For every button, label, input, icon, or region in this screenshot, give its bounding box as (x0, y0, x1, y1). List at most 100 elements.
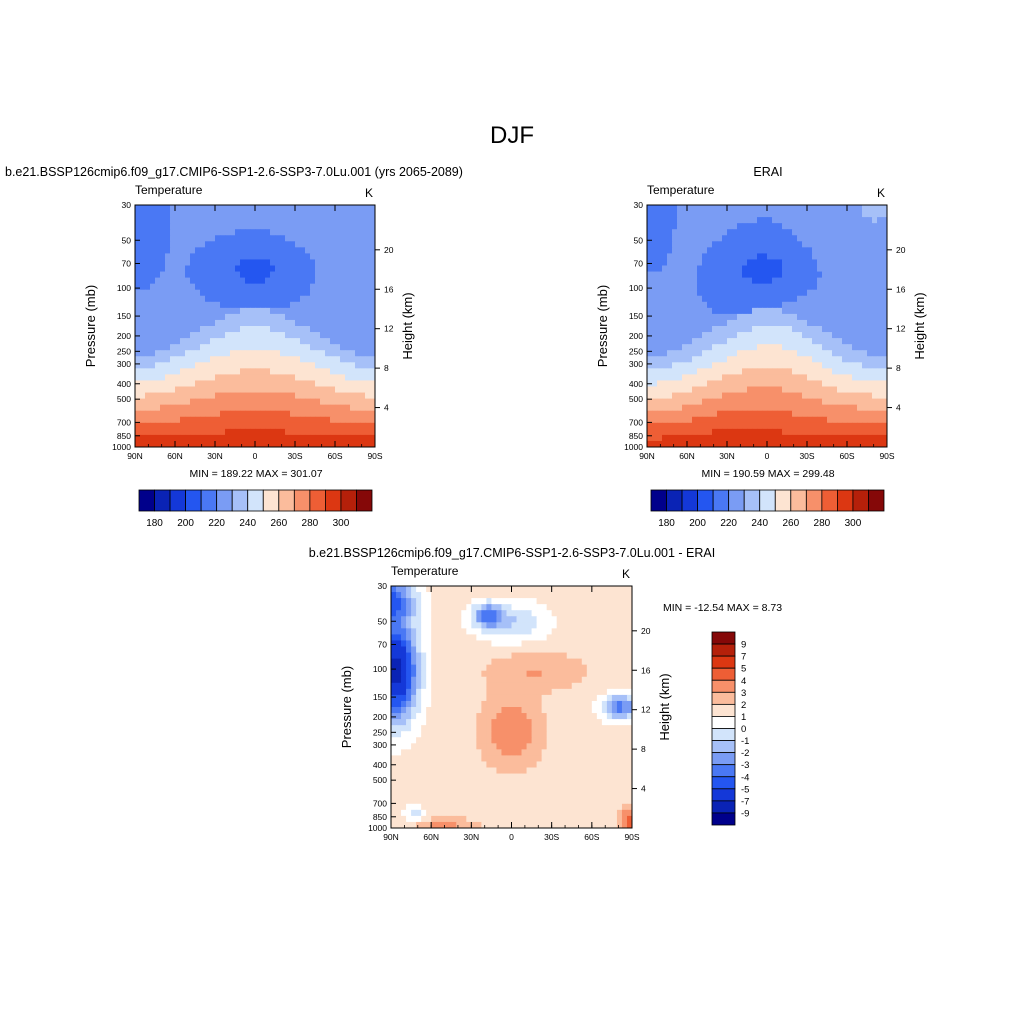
field-cell (345, 235, 351, 242)
field-cell (732, 235, 738, 242)
field-cell (235, 410, 241, 418)
field-cell (662, 356, 668, 363)
field-cell (185, 416, 191, 424)
field-cell (772, 295, 778, 303)
field-cell (150, 289, 156, 297)
field-cell (180, 398, 186, 406)
field-cell (370, 356, 376, 363)
field-cell (556, 652, 563, 659)
field-cell (305, 241, 311, 248)
field-cell (310, 295, 316, 303)
field-cell (436, 592, 442, 599)
field-cell (275, 283, 281, 291)
field-cell (401, 628, 407, 635)
field-cell (185, 319, 191, 327)
field-cell (837, 253, 843, 260)
field-cell (330, 301, 336, 309)
field-cell (486, 652, 492, 659)
field-cell (451, 658, 457, 666)
field-cell (857, 211, 863, 218)
field-cell (687, 398, 693, 406)
field-cell (491, 640, 497, 647)
field-cell (295, 368, 301, 375)
field-cell (616, 616, 623, 623)
field-cell (662, 440, 668, 448)
field-cell (722, 380, 728, 387)
field-cell (672, 229, 678, 236)
field-cell (165, 313, 171, 321)
field-cell (245, 368, 251, 375)
colorbar-swatch (231, 489, 249, 512)
field-cell (867, 392, 873, 399)
field-cell (526, 658, 532, 666)
field-cell (757, 434, 763, 442)
field-cell (837, 368, 843, 375)
field-cell (687, 223, 693, 230)
field-cell (476, 634, 482, 641)
field-cell (847, 416, 853, 424)
field-cell (662, 301, 668, 309)
field-cell (782, 380, 788, 387)
field-cell (757, 368, 763, 375)
field-cell (270, 416, 276, 424)
field-cell (265, 319, 271, 327)
field-cell (546, 664, 553, 672)
field-cell (406, 622, 412, 629)
field-cell (667, 289, 673, 297)
field-cell (581, 652, 588, 659)
field-cell (155, 326, 161, 333)
field-cell (687, 307, 693, 315)
field-cell (842, 205, 848, 212)
field-cell (135, 398, 141, 406)
field-cell (837, 332, 843, 339)
field-cell (606, 622, 613, 629)
field-cell (155, 332, 161, 339)
field-cell (712, 265, 718, 272)
field-cell (270, 350, 276, 357)
field-cell (807, 247, 813, 254)
p-tick-label: 400 (629, 379, 643, 389)
field-cell (647, 326, 653, 333)
field-cell (757, 229, 763, 236)
field-cell (140, 356, 146, 363)
field-cell (521, 616, 527, 623)
field-cell (712, 422, 718, 430)
field-cell (827, 265, 833, 272)
field-cell (235, 440, 241, 448)
field-cell (852, 410, 858, 418)
field-cell (616, 682, 623, 690)
field-cell (872, 241, 878, 248)
field-cell (556, 646, 563, 653)
field-cell (722, 362, 728, 369)
field-cell (170, 386, 176, 393)
field-cell (200, 283, 206, 291)
field-cell (255, 253, 261, 260)
field-cell (752, 374, 758, 381)
field-cell (205, 259, 211, 266)
field-cell (531, 676, 537, 684)
field-cell (832, 271, 838, 278)
field-cell (200, 247, 206, 254)
field-cell (370, 259, 376, 266)
field-cell (832, 235, 838, 242)
field-cell (611, 652, 618, 659)
field-cell (195, 338, 201, 345)
field-cell (416, 598, 422, 605)
field-cell (837, 283, 843, 291)
field-cell (546, 676, 553, 684)
field-cell (360, 259, 366, 266)
field-cell (742, 265, 748, 272)
field-cell (852, 428, 858, 436)
field-cell (391, 634, 397, 641)
p-tick-label: 1000 (624, 442, 643, 452)
field-cell (225, 332, 231, 339)
field-cell (250, 235, 256, 242)
field-cell (446, 664, 452, 672)
field-cell (396, 640, 402, 647)
field-cell (862, 374, 868, 381)
field-cell (586, 670, 593, 678)
field-cell (496, 586, 502, 593)
field-cell (566, 652, 573, 659)
field-cell (340, 326, 346, 333)
field-cell (150, 428, 156, 436)
